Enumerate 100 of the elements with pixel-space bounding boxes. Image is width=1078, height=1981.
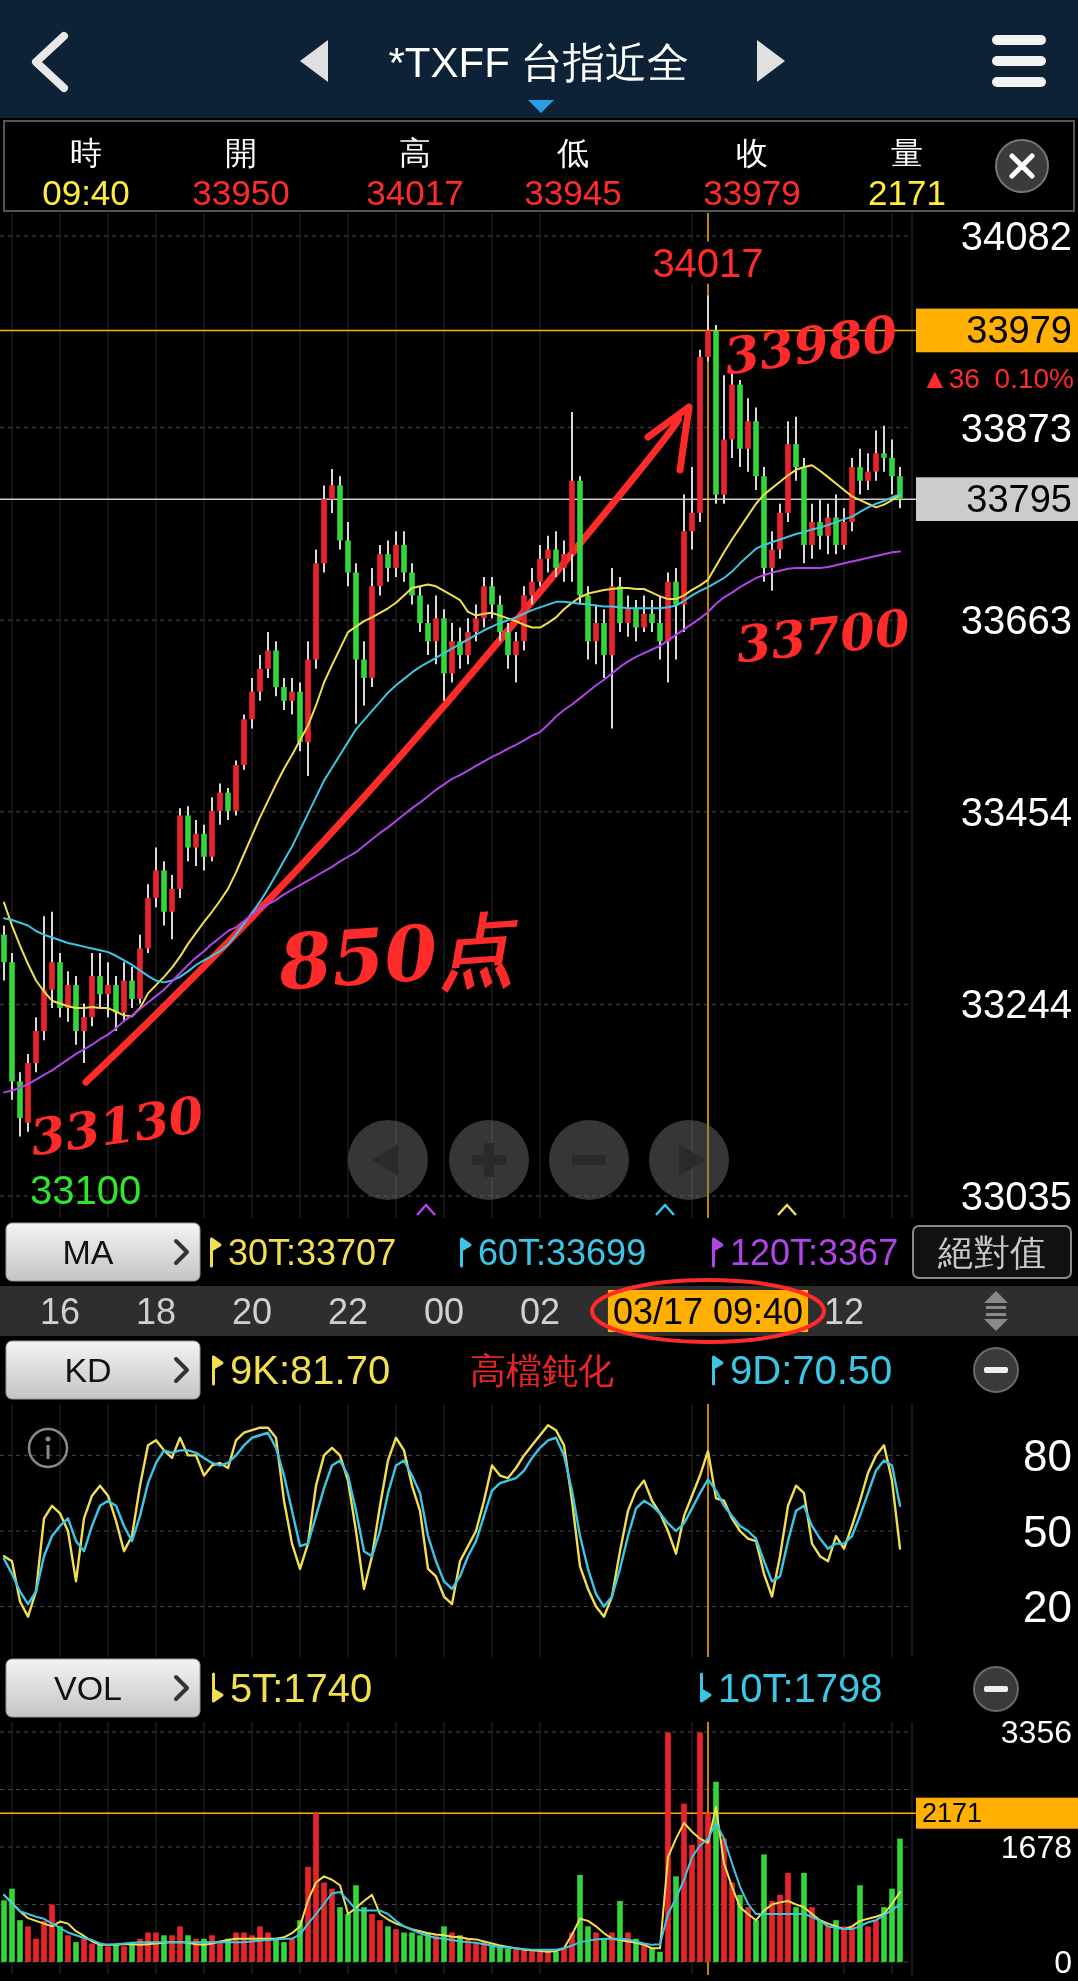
candlestick — [817, 498, 823, 551]
bar — [609, 1932, 615, 1962]
candlestick — [505, 621, 511, 670]
bar — [833, 1920, 839, 1962]
legend-label: 10T:1798 — [718, 1666, 883, 1710]
candlestick — [81, 1002, 87, 1065]
bar — [545, 1951, 551, 1962]
bar — [49, 1904, 55, 1962]
bar — [889, 1888, 895, 1962]
bar — [369, 1914, 375, 1962]
text: 0.10% — [994, 362, 1074, 394]
candlestick — [385, 539, 391, 583]
candlestick — [593, 603, 599, 666]
candlestick — [633, 599, 639, 643]
text: 2171 — [868, 172, 946, 212]
bar — [649, 1948, 655, 1962]
bar — [217, 1942, 223, 1962]
bar — [673, 1876, 679, 1962]
bar — [177, 1926, 183, 1962]
candlestick — [393, 530, 399, 579]
text: 時 — [70, 135, 102, 171]
text: 高 — [399, 135, 431, 171]
text: 33979 — [703, 172, 801, 212]
bar — [17, 1920, 23, 1962]
bar — [753, 1920, 759, 1962]
candlestick — [881, 424, 887, 473]
candlestick — [193, 819, 199, 867]
text: 34017 — [366, 172, 464, 212]
bar — [289, 1938, 295, 1962]
bar — [777, 1894, 783, 1962]
y-tick-label: 80 — [1023, 1430, 1072, 1480]
bar — [265, 1932, 271, 1962]
bar — [737, 1894, 743, 1962]
bar — [641, 1944, 647, 1962]
x-tick-label: 12 — [823, 1290, 865, 1332]
candlestick — [841, 507, 847, 551]
text: 絕對值 — [937, 1231, 1046, 1273]
candlestick — [97, 952, 103, 1010]
candlestick — [489, 576, 495, 620]
bar — [345, 1914, 351, 1962]
bar — [553, 1951, 559, 1962]
candlestick — [857, 447, 863, 496]
y-tick-label: 3356 — [1000, 1714, 1072, 1750]
y-tick-label: 33663 — [960, 598, 1072, 643]
annotation: 34017 — [652, 240, 764, 285]
bar — [761, 1854, 767, 1962]
bar — [529, 1950, 535, 1962]
text: 開 — [225, 135, 257, 171]
annotation: 33100 — [30, 1168, 142, 1212]
candlestick — [513, 631, 519, 684]
bar — [785, 1872, 791, 1962]
legend-title: MA — [62, 1233, 114, 1271]
bar — [729, 1882, 735, 1962]
bar — [57, 1926, 63, 1962]
candlestick — [289, 676, 295, 716]
bar — [385, 1926, 391, 1962]
bar — [337, 1907, 343, 1962]
candlestick — [65, 970, 71, 1023]
bar — [825, 1926, 831, 1962]
candlestick — [769, 530, 775, 592]
candlestick — [361, 640, 367, 707]
candlestick — [825, 502, 831, 556]
bar — [353, 1885, 359, 1962]
bar — [697, 1732, 703, 1962]
candlestick — [873, 429, 879, 482]
legend-label: 60T:33699 — [478, 1231, 647, 1273]
bar — [33, 1938, 39, 1962]
candlestick — [641, 594, 647, 634]
y-tick-label: 0 — [1054, 1944, 1072, 1980]
bar — [681, 1803, 687, 1962]
y-tick-label: 33035 — [960, 1174, 1072, 1218]
candlestick — [425, 603, 431, 657]
x-tick-label: 02 — [519, 1290, 561, 1332]
candlestick — [689, 466, 695, 551]
bar — [329, 1888, 335, 1962]
candlestick — [561, 539, 567, 583]
candlestick — [473, 603, 479, 643]
bar — [849, 1926, 855, 1962]
bar — [105, 1946, 111, 1962]
annotation: 33130 — [26, 1084, 208, 1168]
bar — [25, 1926, 31, 1962]
candlestick — [793, 415, 799, 482]
candlestick — [329, 467, 335, 514]
bar — [745, 1907, 751, 1962]
bar — [489, 1944, 495, 1962]
y-tick-label: 34082 — [960, 214, 1072, 258]
legend-label: 9D:70.50 — [730, 1348, 893, 1392]
bar — [521, 1950, 527, 1962]
y-tick-label: 1678 — [1000, 1829, 1072, 1865]
y-tick-label: 33873 — [960, 405, 1072, 450]
bar — [601, 1938, 607, 1962]
bar — [537, 1951, 543, 1962]
bar — [793, 1907, 799, 1962]
bar — [505, 1948, 511, 1962]
legend-label: 9K:81.70 — [230, 1348, 391, 1392]
bar — [857, 1885, 863, 1962]
bar — [817, 1920, 823, 1962]
bar — [89, 1943, 95, 1962]
bar — [657, 1951, 663, 1962]
candlestick — [809, 502, 815, 560]
